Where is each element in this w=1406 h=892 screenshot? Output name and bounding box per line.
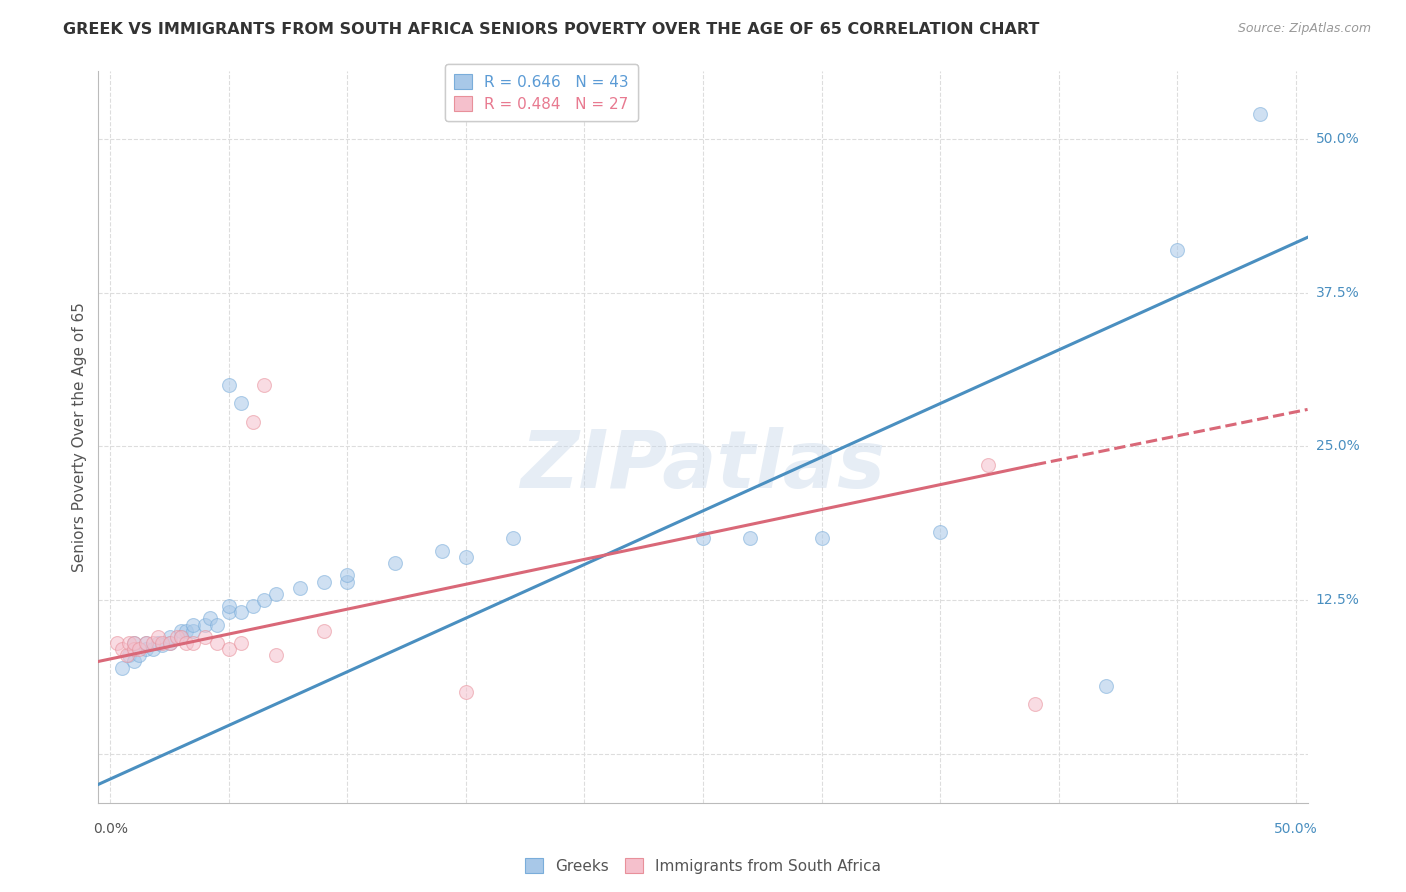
Point [146, 630, 169, 644]
Point [218, 377, 240, 392]
Point [122, 655, 145, 669]
Point [118, 648, 141, 663]
Point [454, 549, 477, 564]
Point [218, 599, 240, 613]
Point [242, 415, 264, 429]
Point [218, 642, 240, 657]
Point [111, 660, 134, 674]
Point [174, 624, 197, 638]
Point [312, 624, 335, 638]
Point [181, 636, 204, 650]
Point [432, 543, 454, 558]
Point [929, 525, 952, 540]
Point [122, 636, 145, 650]
Text: ZIPatlas: ZIPatlas [520, 427, 886, 506]
Point [122, 636, 145, 650]
Point [454, 685, 477, 699]
Point [118, 636, 141, 650]
Point [115, 648, 138, 663]
Point [159, 636, 181, 650]
Point [111, 642, 134, 657]
Point [336, 568, 359, 582]
Point [810, 532, 832, 546]
Point [1166, 243, 1188, 257]
Legend: Greeks, Immigrants from South Africa: Greeks, Immigrants from South Africa [519, 852, 887, 880]
Point [1249, 107, 1271, 121]
Point [205, 617, 228, 632]
Point [170, 630, 193, 644]
Point [159, 630, 181, 644]
Point [128, 648, 150, 663]
Point [253, 377, 276, 392]
Point [128, 642, 150, 657]
Point [976, 458, 998, 472]
Text: 25.0%: 25.0% [1316, 439, 1360, 453]
Point [170, 630, 193, 644]
Point [205, 636, 228, 650]
Point [146, 636, 169, 650]
Point [194, 617, 217, 632]
Point [174, 636, 197, 650]
Point [166, 630, 188, 644]
Legend: R = 0.646   N = 43, R = 0.484   N = 27: R = 0.646 N = 43, R = 0.484 N = 27 [444, 64, 638, 120]
Point [122, 642, 145, 657]
Point [229, 636, 252, 650]
Text: 50.0%: 50.0% [1274, 822, 1317, 837]
Point [242, 599, 264, 613]
Point [170, 624, 193, 638]
Point [740, 532, 762, 546]
Point [181, 624, 204, 638]
Point [142, 642, 165, 657]
Point [502, 532, 524, 546]
Point [1024, 698, 1046, 712]
Point [229, 605, 252, 619]
Point [181, 617, 204, 632]
Point [264, 648, 287, 663]
Point [288, 581, 311, 595]
Point [142, 636, 165, 650]
Point [198, 611, 221, 625]
Point [336, 574, 359, 589]
Point [152, 639, 174, 653]
Text: GREEK VS IMMIGRANTS FROM SOUTH AFRICA SENIORS POVERTY OVER THE AGE OF 65 CORRELA: GREEK VS IMMIGRANTS FROM SOUTH AFRICA SE… [63, 22, 1039, 37]
Text: 50.0%: 50.0% [1316, 132, 1360, 146]
Point [194, 630, 217, 644]
Point [218, 605, 240, 619]
Point [135, 636, 157, 650]
Y-axis label: Seniors Poverty Over the Age of 65: Seniors Poverty Over the Age of 65 [72, 302, 87, 572]
Point [264, 587, 287, 601]
Point [229, 396, 252, 410]
Text: 37.5%: 37.5% [1316, 285, 1360, 300]
Point [105, 636, 128, 650]
Point [1095, 679, 1118, 693]
Point [135, 636, 157, 650]
Point [384, 556, 406, 570]
Text: 12.5%: 12.5% [1316, 593, 1360, 607]
Point [312, 574, 335, 589]
Text: 0.0%: 0.0% [93, 822, 128, 837]
Text: Source: ZipAtlas.com: Source: ZipAtlas.com [1237, 22, 1371, 36]
Point [152, 636, 174, 650]
Point [135, 642, 157, 657]
Point [253, 593, 276, 607]
Point [692, 532, 714, 546]
Point [159, 636, 181, 650]
